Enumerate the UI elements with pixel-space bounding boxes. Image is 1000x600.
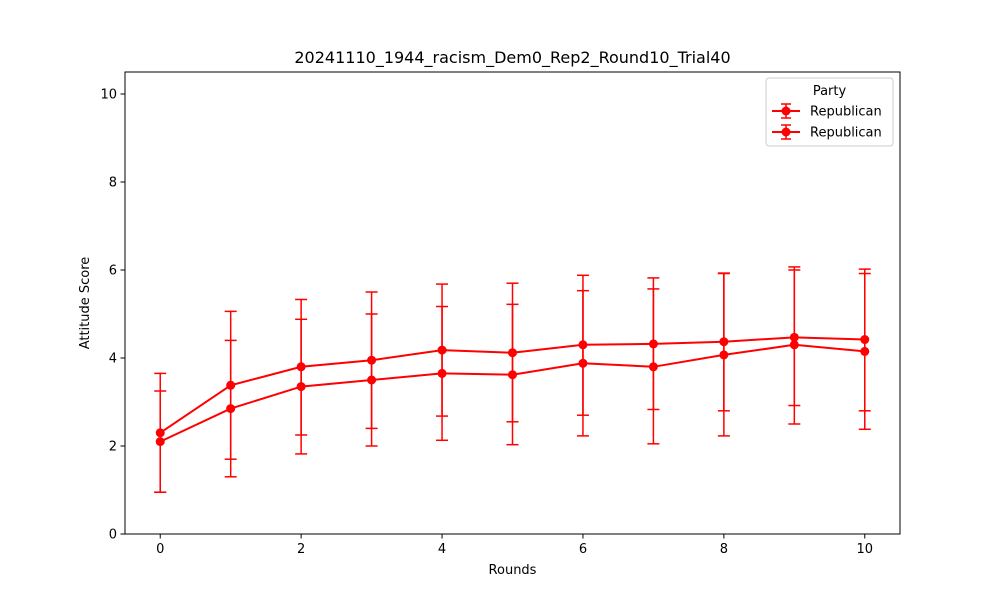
data-point bbox=[578, 358, 588, 368]
x-tick-label: 8 bbox=[720, 542, 728, 557]
series-2 bbox=[154, 269, 871, 493]
y-axis-label: Attitude Score bbox=[78, 257, 93, 350]
legend-label: Republican bbox=[810, 105, 882, 120]
data-point bbox=[648, 362, 658, 372]
x-axis-label: Rounds bbox=[489, 563, 537, 578]
legend-box bbox=[765, 77, 894, 147]
legend-marker bbox=[781, 127, 791, 137]
data-point bbox=[367, 375, 377, 385]
plot-area: 0 2 4 6 8 10 0 2 4 6 8 10 bbox=[100, 71, 901, 557]
y-tick-label: 0 bbox=[109, 528, 117, 543]
data-point bbox=[226, 404, 236, 414]
data-point bbox=[719, 350, 729, 360]
data-point bbox=[789, 340, 799, 350]
data-point bbox=[155, 437, 165, 447]
legend: Party Republican Republican bbox=[765, 77, 894, 147]
plot-frame bbox=[124, 71, 901, 535]
legend-label: Republican bbox=[810, 126, 882, 141]
data-point bbox=[437, 368, 447, 378]
x-tick-label: 6 bbox=[579, 542, 587, 557]
y-tick-label: 2 bbox=[109, 440, 117, 455]
legend-title: Party bbox=[813, 84, 847, 99]
data-point bbox=[860, 346, 870, 356]
x-tick-label: 4 bbox=[438, 542, 446, 557]
data-point bbox=[508, 370, 517, 380]
y-tick-label: 8 bbox=[109, 176, 117, 191]
x-tick-label: 10 bbox=[856, 542, 873, 557]
legend-marker bbox=[781, 106, 791, 116]
y-tick-label: 6 bbox=[109, 264, 117, 279]
chart-title: 20241110_1944_racism_Dem0_Rep2_Round10_T… bbox=[294, 48, 730, 68]
x-tick-label: 0 bbox=[156, 542, 164, 557]
y-tick-label: 4 bbox=[109, 352, 117, 367]
y-tick-label: 10 bbox=[100, 88, 117, 103]
data-point bbox=[296, 382, 306, 392]
x-tick-label: 2 bbox=[297, 542, 305, 557]
